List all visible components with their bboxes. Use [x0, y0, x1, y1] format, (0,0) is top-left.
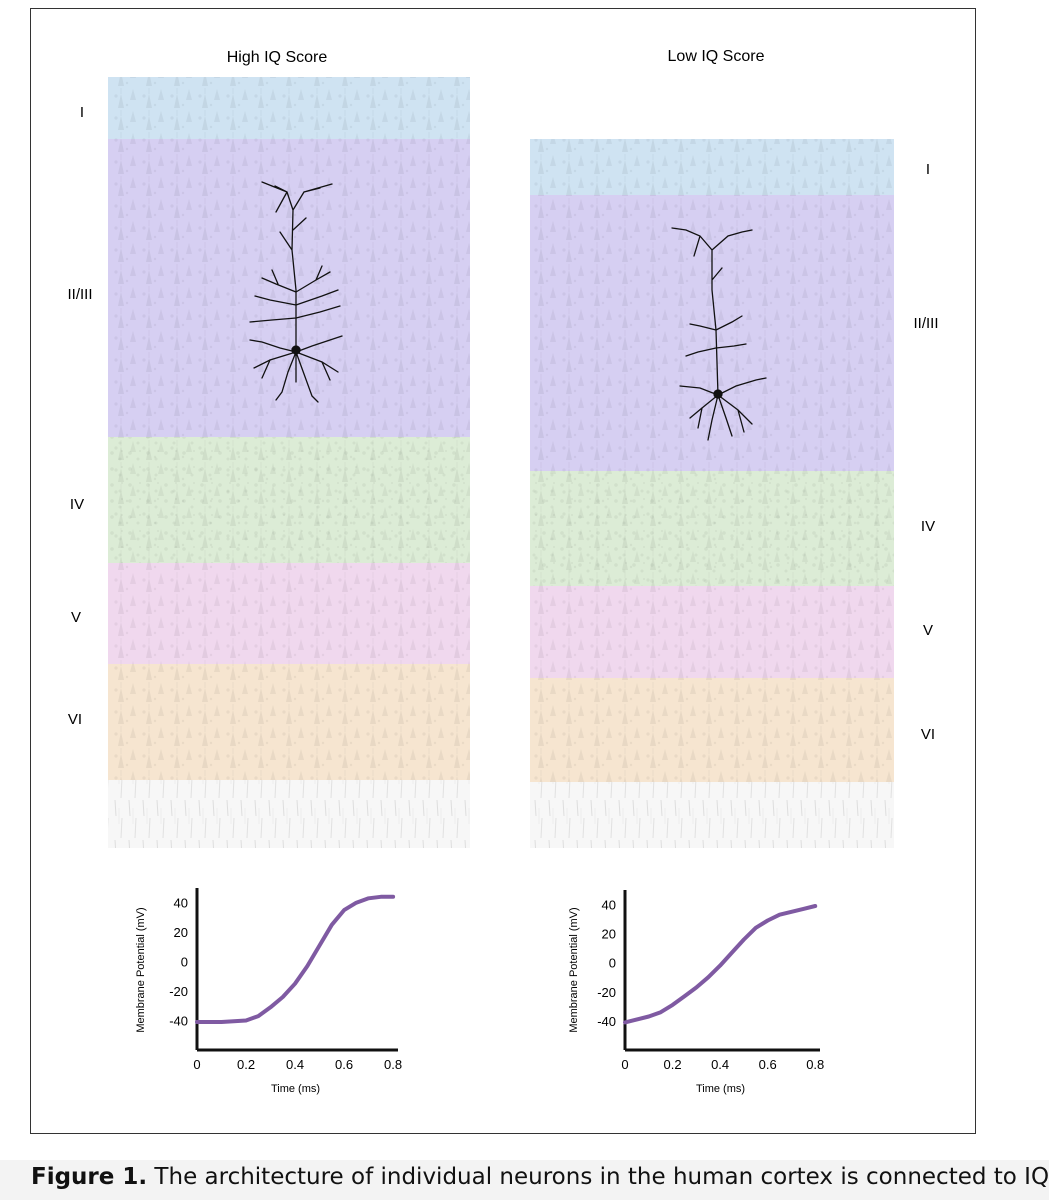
x-tick-label: 0.4: [711, 1057, 729, 1072]
pyramidal-neuron-low: [671, 227, 767, 441]
cortex-column-high: [108, 77, 470, 848]
y-tick-label: 40: [174, 896, 188, 911]
membrane-potential-line: [195, 894, 396, 1024]
y-tick-label: 0: [609, 956, 616, 971]
x-tick-label: 0.4: [286, 1057, 304, 1072]
figure-caption: Figure 1. The architecture of individual…: [31, 1164, 1049, 1190]
x-axis-label: Time (ms): [696, 1083, 745, 1095]
layer-label-IV-low: IV: [921, 518, 935, 535]
x-tick-label: 0: [621, 1057, 628, 1072]
x-tick-label: 0.8: [384, 1057, 402, 1072]
x-tick-label: 0.8: [806, 1057, 824, 1072]
x-tick-label: 0.6: [759, 1057, 777, 1072]
x-tick-label: 0.2: [664, 1057, 682, 1072]
membrane-potential-chart-high: 40 20 0 -20 -40 0 0.2 0.4 0.6 0.8 Time (ms) Membran…: [135, 888, 402, 1095]
y-tick-label: -20: [169, 984, 188, 999]
y-tick-label: -20: [597, 985, 616, 1000]
layer-label-II-III-low: II/III: [913, 315, 938, 332]
layer-label-IV-high: IV: [70, 496, 84, 513]
y-tick-label: -40: [169, 1014, 188, 1029]
x-tick-label: 0.6: [335, 1057, 353, 1072]
membrane-potential-line: [623, 904, 818, 1025]
figure-canvas: High IQ Score I II/III IV V VI Low IQ Sc…: [67, 48, 938, 1095]
layer-label-V-low: V: [923, 622, 933, 639]
y-tick-label: 20: [174, 925, 188, 940]
y-tick-label: 40: [602, 898, 616, 913]
y-tick-label: 0: [181, 955, 188, 970]
layer-label-VI-low: VI: [921, 726, 935, 743]
x-axis-label: Time (ms): [271, 1083, 320, 1095]
cortex-column-low: [530, 139, 894, 848]
layer-label-I-low: I: [926, 161, 930, 178]
caption-bar: [0, 1160, 1049, 1200]
pyramidal-neuron-high: [249, 181, 343, 403]
caption-text: The architecture of individual neurons i…: [147, 1164, 1049, 1190]
layer-label-VI-high: VI: [68, 711, 82, 728]
x-tick-label: 0: [193, 1057, 200, 1072]
membrane-potential-chart-low: 40 20 0 -20 -40 0 0.2 0.4 0.6 0.8 Time (ms) Membran…: [568, 890, 824, 1095]
x-tick-label: 0.2: [237, 1057, 255, 1072]
layer-label-II-III-high: II/III: [67, 286, 92, 303]
y-axis-label: Membrane Potential (mV): [568, 907, 580, 1032]
y-tick-label: -40: [597, 1014, 616, 1029]
layer-label-V-high: V: [71, 609, 81, 626]
panel-title-low: Low IQ Score: [668, 48, 765, 65]
layer-label-I-high: I: [80, 104, 84, 121]
caption-prefix: Figure 1.: [31, 1164, 148, 1190]
panel-title-high: High IQ Score: [227, 49, 328, 66]
y-tick-label: 20: [602, 927, 616, 942]
y-axis-label: Membrane Potential (mV): [135, 907, 147, 1032]
